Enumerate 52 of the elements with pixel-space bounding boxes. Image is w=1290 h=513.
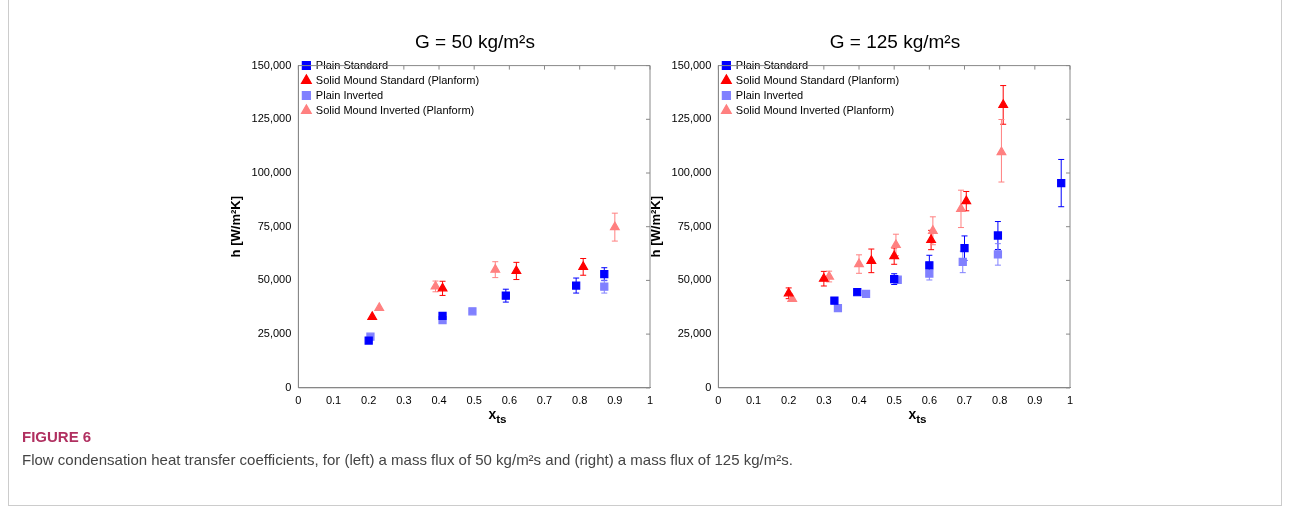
chart-title: G = 50 kg/m²s: [414, 30, 536, 54]
text: Flow condensation heat transfer coefficients, for (left) a mass flux of 50 kg/m²s and (right) a mass flux of 125 kg/m²s.: [22, 451, 794, 468]
legend-label: Solid Mound Standard (Planform): [315, 73, 480, 86]
x-tick-label: 0.2: [781, 394, 797, 407]
y-axis-title: h [W/m²K]: [228, 196, 244, 258]
y-tick-label: 150,000: [251, 58, 292, 71]
x-tick-label: 0.9: [607, 394, 623, 407]
x-axis-title: x$_{ts}$: [907, 406, 928, 425]
y-axis-title: h [W/m²K]: [648, 196, 664, 258]
y-tick-label: 100,000: [251, 166, 292, 179]
x-tick-label: 0.6: [501, 394, 517, 407]
y-tick-label: 50,000: [677, 273, 712, 286]
x-tick-label: 1: [646, 394, 654, 407]
legend-label: Solid Mound Inverted (Planform): [315, 103, 475, 116]
y-tick-label: 25,000: [257, 327, 292, 340]
legend-label: Solid Mound Inverted (Planform): [735, 103, 895, 116]
x-tick-label: 0.3: [396, 394, 412, 407]
x-tick-label: 0: [295, 394, 302, 407]
x-tick-label: 0.5: [466, 394, 482, 407]
x-tick-label: 0.5: [886, 394, 902, 407]
chart-title: G = 125 kg/m²s: [828, 30, 962, 54]
x-tick-label: 0.7: [956, 394, 973, 407]
y-tick-label: 125,000: [251, 112, 292, 125]
y-tick-label: 0: [285, 380, 292, 393]
legend-label: Plain Inverted: [735, 88, 804, 101]
y-tick-label: 125,000: [671, 112, 712, 125]
y-tick-label: 25,000: [677, 327, 712, 340]
x-tick-label: 0.8: [572, 394, 588, 407]
legend-label: Plain Standard: [315, 58, 389, 71]
x-tick-label: 0.3: [816, 394, 832, 407]
x-tick-label: 0.8: [992, 394, 1008, 407]
y-tick-label: 150,000: [671, 58, 712, 71]
x-tick-label: 0.1: [745, 394, 762, 407]
y-tick-label: 75,000: [257, 219, 292, 232]
legend-label: Solid Mound Standard (Planform): [735, 73, 900, 86]
x-tick-label: 1: [1066, 394, 1074, 407]
x-tick-label: 0.4: [431, 394, 447, 407]
y-tick-label: 50,000: [257, 273, 292, 286]
legend-label: Plain Standard: [735, 58, 809, 71]
x-axis-title: x$_{ts}$: [487, 406, 508, 425]
y-tick-label: 75,000: [677, 219, 712, 232]
caption: FIGURE 6: [22, 428, 93, 445]
x-tick-label: 0.6: [921, 394, 937, 407]
y-tick-label: 0: [705, 380, 712, 393]
x-tick-label: 0.7: [536, 394, 553, 407]
y-tick-label: 100,000: [671, 166, 712, 179]
x-tick-label: 0.4: [851, 394, 867, 407]
x-tick-label: 0.1: [325, 394, 342, 407]
x-tick-label: 0.9: [1027, 394, 1043, 407]
legend-label: Plain Inverted: [315, 88, 384, 101]
x-tick-label: 0.2: [361, 394, 377, 407]
x-tick-label: 0: [715, 394, 722, 407]
